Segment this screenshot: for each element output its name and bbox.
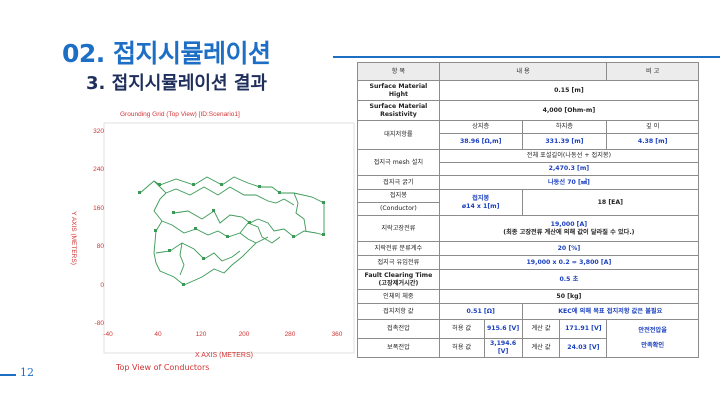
row-label: 접지극 mesh 설치 <box>357 149 440 176</box>
table-row: 접지저항 값 0.51 [Ω] KEC에 의해 목표 접지저항 값은 불필요 <box>357 303 700 320</box>
row-label: (Conductor) <box>357 202 440 216</box>
row-value: 0.5 초 <box>438 269 700 290</box>
calc-value: 171.91 [V] <box>559 319 608 339</box>
table-row: Surface Material Resistivity 4,000 [Ohm-… <box>357 100 700 121</box>
allow-label: 허용 값 <box>438 338 485 358</box>
rod-count: 18 [EA] <box>521 189 700 216</box>
ground-rods <box>138 183 325 286</box>
rod-spec: ø14 x 1[m] <box>461 202 500 210</box>
row-value: 331.39 [m] <box>521 133 608 150</box>
y-tick: 160 <box>93 205 104 212</box>
x-tick: 280 <box>285 331 296 338</box>
x-tick: 360 <box>332 331 343 338</box>
col-label: 하지층 <box>521 120 608 134</box>
safety-note: 안전전압을 <box>638 326 667 334</box>
table-row: 지락전류 분류계수 20 [%] <box>357 241 700 256</box>
table-row: 보폭전압 허용 값 3,194.6 [V] 계산 값 24.03 [V] <box>357 338 699 358</box>
table-row: 접지봉 접지봉 ø14 x 1[m] 18 [EA] <box>357 189 700 216</box>
row-label: 인체의 체중 <box>357 289 440 304</box>
grid-conductors <box>139 176 325 286</box>
row-value: 0.51 [Ω] <box>438 303 523 320</box>
x-tick: -40 <box>103 331 113 338</box>
row-label: 접지봉 <box>357 189 440 203</box>
row-value: 4.38 [m] <box>606 133 699 150</box>
row-label: 접지극 유입전류 <box>357 255 440 270</box>
row-label: 접촉전압 <box>357 319 440 339</box>
calc-value: 24.03 [V] <box>559 338 608 358</box>
table-row: 인체의 체중 50 [kg] <box>357 289 700 304</box>
footer-divider <box>0 374 16 376</box>
row-value: 2,470.3 [m] <box>438 162 700 176</box>
row-value: 나동선 70 [㎟] <box>438 175 700 190</box>
x-tick: 120 <box>196 331 207 338</box>
page-number: 12 <box>20 366 34 379</box>
plot-title: Grounding Grid (Top View) [ID:Scenario1] <box>120 111 240 118</box>
row-label: 지락고장전류 <box>357 215 440 242</box>
allow-label: 허용 값 <box>438 319 485 339</box>
table-row: 접지극 mesh 설치 전체 포설길이(나동선 + 접지봉) <box>357 149 700 176</box>
table-row: 접지극 유입전류 19,000 x 0.2 = 3,800 [A] <box>357 255 700 270</box>
table-row: 접지극 굵기 나동선 70 [㎟] <box>357 175 700 190</box>
row-note: (최종 고장전류 계산에 의해 값이 달라질 수 있다.) <box>503 228 635 236</box>
table-row: 지락고장전류 19,000 [A] (최종 고장전류 계산에 의해 값이 달라질… <box>357 215 700 242</box>
row-label: 보폭전압 <box>357 338 440 358</box>
row-value: 19,000 [A] <box>550 220 588 228</box>
rod-spec-cell: 접지봉 ø14 x 1[m] <box>438 189 523 216</box>
calc-label: 계산 값 <box>521 338 561 358</box>
table-row: Surface Material Hight 0.15 [m] <box>357 80 700 101</box>
row-label: Surface Material Hight <box>357 80 440 101</box>
row-label: 지락전류 분류계수 <box>357 241 440 256</box>
row-value: 0.15 [m] <box>438 80 700 101</box>
safety-note: 만족확인 <box>641 342 665 350</box>
table-row: 대지저항률 상지층 하지층 깊 이 <box>357 120 699 150</box>
x-tick: 40 <box>154 331 162 338</box>
row-desc: 전체 포설길이(나동선 + 접지봉) <box>438 149 700 163</box>
x-axis-label: X AXIS (METERS) <box>195 352 253 359</box>
allow-value: 915.6 [V] <box>483 319 523 339</box>
rod-name: 접지봉 <box>472 194 490 202</box>
col-label: 상지층 <box>438 120 523 134</box>
header-note: 비 고 <box>606 62 699 81</box>
row-label: 대지저항률 <box>357 120 440 150</box>
table-row: Fault Clearing Time (고장제거시간) 0.5 초 <box>357 269 700 290</box>
y-tick: 320 <box>93 128 104 135</box>
x-tick: 200 <box>239 331 250 338</box>
header-content: 내 용 <box>438 62 608 81</box>
clearing-time-label-cell: Fault Clearing Time (고장제거시간) <box>357 269 440 290</box>
row-label: 접지저항 값 <box>357 303 440 320</box>
y-tick: 0 <box>100 282 104 289</box>
plot-caption: Top View of Conductors <box>116 363 210 372</box>
header-item: 항 목 <box>357 62 440 81</box>
row-value: 50 [kg] <box>438 289 700 304</box>
calc-label: 계산 값 <box>521 319 561 339</box>
simulation-results-table: 항 목 내 용 비 고 Surface Material Hight 0.15 … <box>357 62 700 358</box>
row-label: Surface Material Resistivity <box>357 100 440 121</box>
row-value: 20 [%] <box>438 241 700 256</box>
allow-value: 3,194.6 [V] <box>483 338 523 358</box>
y-tick: -80 <box>95 320 105 327</box>
safety-note-cell: 안전전압을 만족확인 <box>606 319 699 358</box>
row-note: KEC에 의해 목표 접지저항 값은 불필요 <box>521 303 700 320</box>
fault-current-cell: 19,000 [A] (최종 고장전류 계산에 의해 값이 달라질 수 있다.) <box>438 215 700 242</box>
plot-frame <box>103 122 355 354</box>
row-value: 4,000 [Ohm-m] <box>438 100 700 121</box>
title-divider <box>333 56 720 58</box>
row-value: 19,000 x 0.2 = 3,800 [A] <box>438 255 700 270</box>
table-header-row: 항 목 내 용 비 고 <box>357 62 699 81</box>
row-value: 38.96 [Ω,m] <box>438 133 523 150</box>
y-tick: 80 <box>97 243 105 250</box>
col-label: 깊 이 <box>606 120 699 134</box>
table-row: 접촉전압 허용 값 915.6 [V] 계산 값 171.91 [V] 안전전압… <box>357 319 699 358</box>
row-sublabel: (고장제거시간) <box>378 279 419 287</box>
y-tick: 240 <box>93 166 104 173</box>
section-subtitle: 3. 접지시뮬레이션 결과 <box>86 73 267 94</box>
row-label: Fault Clearing Time <box>364 271 433 279</box>
grounding-grid-plot: Grounding Grid (Top View) [ID:Scenario1]… <box>62 103 356 375</box>
y-axis-label: Y AXIS (METERS) <box>70 211 77 265</box>
row-label: 접지극 굵기 <box>357 175 440 190</box>
page-title: 02. 접지시뮬레이션 <box>62 39 271 68</box>
